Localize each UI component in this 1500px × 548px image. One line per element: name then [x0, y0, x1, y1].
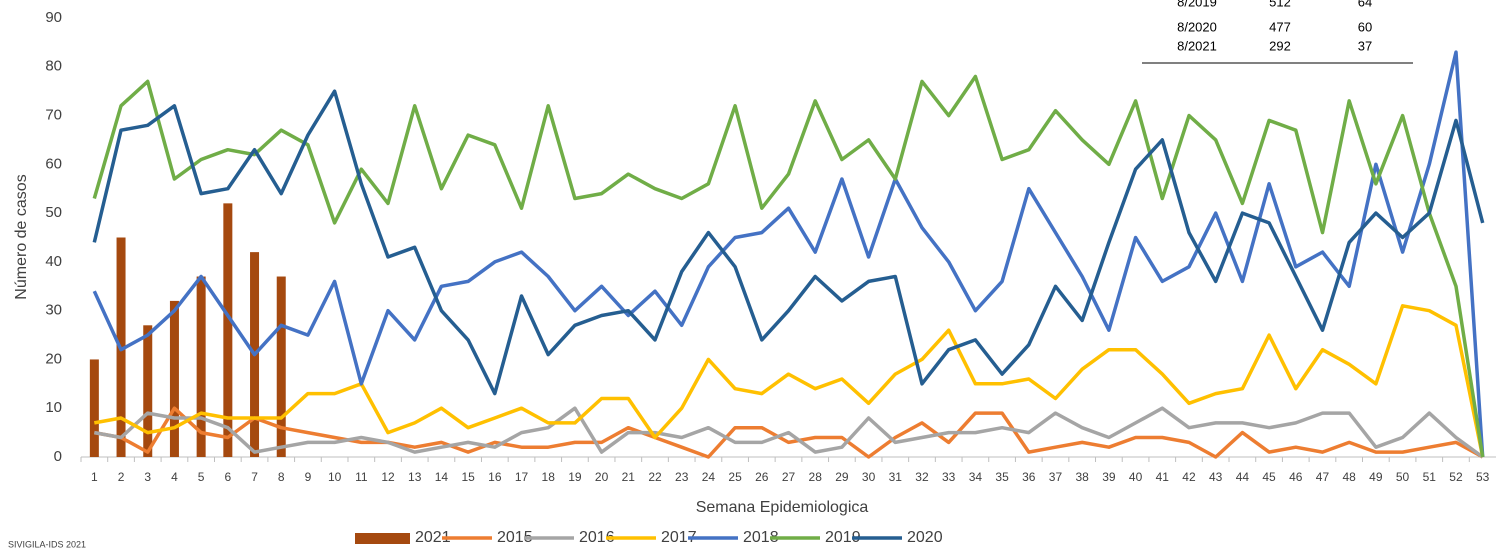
bar	[276, 276, 286, 457]
y-tick-label: 60	[45, 155, 62, 172]
x-tick-label: 14	[435, 470, 449, 484]
line-series	[93, 406, 1484, 459]
legend-label: 2021	[415, 529, 451, 546]
x-tick-label: 43	[1209, 470, 1223, 484]
x-axis-title: Semana Epidemiologica	[696, 499, 869, 516]
bar	[169, 300, 179, 457]
x-tick-label: 17	[515, 470, 529, 484]
x-tick-label: 38	[1075, 470, 1089, 484]
y-tick-label: 80	[45, 58, 62, 75]
x-tick-label: 20	[595, 470, 609, 484]
x-tick-label: 13	[408, 470, 422, 484]
x-tick-label: 4	[171, 470, 178, 484]
x-tick-label: 11	[355, 470, 368, 484]
x-tick-label: 41	[1156, 470, 1170, 484]
x-tick-label: 19	[568, 470, 582, 484]
y-tick-label: 30	[45, 302, 62, 319]
x-tick-label: 50	[1396, 470, 1410, 484]
x-tick-label: 45	[1262, 470, 1276, 484]
x-tick-label: 23	[675, 470, 689, 484]
source-note: SIVIGILA-IDS 2021	[8, 539, 86, 548]
x-tick-label: 42	[1182, 470, 1196, 484]
x-tick-label: 37	[1049, 470, 1063, 484]
x-tick-label: 40	[1129, 470, 1143, 484]
y-axis-title: Número de casos	[13, 174, 30, 299]
line-series	[92, 89, 1485, 396]
x-tick-label: 33	[942, 470, 956, 484]
x-tick-label: 15	[461, 470, 475, 484]
x-tick-label: 48	[1342, 470, 1356, 484]
table-cell: 8/2019	[1177, 0, 1217, 9]
x-tick-label: 53	[1476, 470, 1490, 484]
legend-label: 2015	[497, 529, 533, 546]
x-tick-label: 3	[144, 470, 151, 484]
x-tick-label: 32	[915, 470, 929, 484]
x-tick-label: 28	[809, 470, 823, 484]
y-tick-label: 10	[45, 399, 62, 416]
y-tick-label: 70	[45, 107, 62, 124]
x-tick-label: 18	[542, 470, 556, 484]
legend-label: 2020	[907, 529, 943, 546]
x-tick-label: 16	[488, 470, 502, 484]
x-tick-label: 29	[835, 470, 849, 484]
table-cell: 60	[1358, 19, 1372, 34]
x-tick-label: 1	[91, 470, 98, 484]
x-tick-label: 51	[1423, 470, 1437, 484]
bar	[223, 203, 233, 457]
x-tick-label: 5	[198, 470, 205, 484]
x-tick-label: 7	[251, 470, 258, 484]
x-tick-label: 34	[969, 470, 983, 484]
table-cell: 8/2021	[1177, 38, 1217, 53]
bar	[196, 276, 206, 457]
x-tick-label: 22	[648, 470, 662, 484]
table-cell: 477	[1269, 19, 1291, 34]
x-tick-label: 36	[1022, 470, 1036, 484]
legend-label: 2016	[579, 529, 615, 546]
table-cell: 8/2020	[1177, 19, 1217, 34]
y-tick-label: 50	[45, 204, 62, 221]
table-cell: 512	[1269, 0, 1291, 9]
legend-swatch	[355, 533, 410, 544]
y-tick-label: 20	[45, 350, 62, 367]
table-cell: 64	[1358, 0, 1372, 9]
table-cell: 37	[1358, 38, 1372, 53]
x-tick-label: 25	[728, 470, 742, 484]
bar	[143, 325, 153, 457]
y-tick-label: 0	[54, 448, 62, 465]
x-tick-label: 26	[755, 470, 769, 484]
x-tick-label: 24	[702, 470, 716, 484]
line-series	[92, 74, 1485, 458]
x-tick-label: 31	[889, 470, 903, 484]
x-tick-label: 6	[224, 470, 231, 484]
x-tick-label: 46	[1289, 470, 1303, 484]
x-tick-label: 47	[1316, 470, 1330, 484]
x-tick-label: 21	[622, 470, 636, 484]
legend-label: 2019	[825, 529, 861, 546]
bar	[89, 359, 99, 457]
line-series	[92, 50, 1485, 458]
x-tick-label: 30	[862, 470, 876, 484]
legend-label: 2018	[743, 529, 779, 546]
line-series	[93, 304, 1485, 458]
table-cell: 292	[1269, 38, 1291, 53]
x-tick-label: 2	[118, 470, 125, 484]
legend-label: 2017	[661, 529, 697, 546]
x-tick-label: 9	[305, 470, 312, 484]
x-tick-label: 44	[1236, 470, 1250, 484]
x-tick-label: 27	[782, 470, 796, 484]
x-tick-label: 12	[381, 470, 395, 484]
x-tick-label: 35	[995, 470, 1009, 484]
y-tick-label: 90	[45, 9, 62, 26]
x-tick-label: 49	[1369, 470, 1383, 484]
x-tick-label: 8	[278, 470, 285, 484]
y-tick-label: 40	[45, 253, 62, 270]
x-tick-label: 39	[1102, 470, 1116, 484]
x-tick-label: 52	[1449, 470, 1463, 484]
x-tick-label: 10	[328, 470, 342, 484]
line-series	[93, 406, 1484, 459]
